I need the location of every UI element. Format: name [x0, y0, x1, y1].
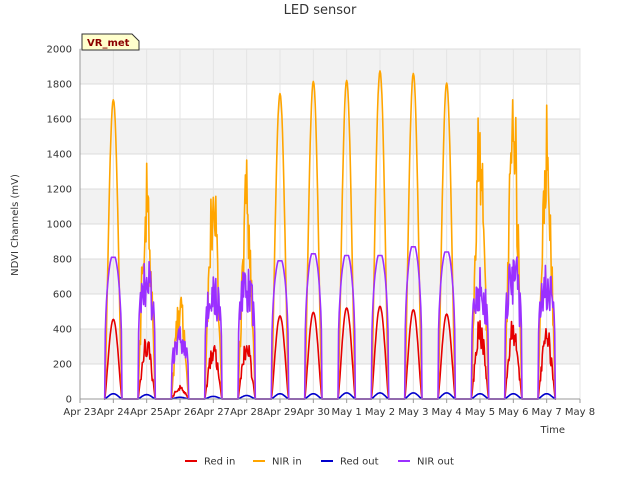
y-tick-label: 2000: [47, 45, 72, 56]
plot-band: [80, 259, 580, 294]
x-tick-label: Apr 29: [263, 407, 296, 418]
x-tick-label: Apr 24: [97, 407, 130, 418]
x-tick-label: May 2: [365, 407, 395, 418]
grid: [79, 48, 581, 400]
x-tick-label: Apr 25: [130, 407, 163, 418]
legend-label-red-in: Red in: [204, 457, 235, 468]
y-tick-label: 0: [66, 395, 72, 406]
x-tick-label: May 1: [332, 407, 362, 418]
x-tick-label: Apr 28: [230, 407, 263, 418]
legend-label-nir-out: NIR out: [417, 457, 454, 468]
x-tick-label: Apr 27: [197, 407, 230, 418]
axes: 0 200 400 600 800 1000 1200 1400 1600 1800 2000 Apr…: [47, 45, 596, 419]
x-tick-label: Apr 30: [297, 407, 330, 418]
x-axis-label: Time: [540, 425, 565, 436]
plot-background: [79, 48, 581, 400]
legend-label-nir-in: NIR in: [272, 457, 302, 468]
y-tick-label: 800: [53, 255, 72, 266]
legend: Red in NIR in Red out NIR out: [185, 457, 454, 468]
x-tick-label: Apr 26: [163, 407, 196, 418]
badge-box: [81, 33, 140, 51]
x-tick-label: May 8: [565, 407, 595, 418]
y-tick-label: 1400: [47, 150, 72, 161]
x-tick-label: May 5: [465, 407, 495, 418]
x-tick-label: May 3: [398, 407, 428, 418]
x-tick-label: Apr 23: [63, 407, 96, 418]
legend-label-red-out: Red out: [340, 457, 379, 468]
y-tick-label: 1000: [47, 220, 72, 231]
x-tick-label: May 7: [532, 407, 562, 418]
chart-title: LED sensor: [284, 3, 357, 18]
y-tick-label: 1200: [47, 185, 72, 196]
site-badge: VR_met: [81, 33, 140, 51]
plot-band: [80, 189, 580, 224]
plot-band: [80, 329, 580, 364]
y-tick-label: 400: [53, 325, 72, 336]
x-tick-label: May 6: [498, 407, 528, 418]
x-tick-label: May 4: [432, 407, 462, 418]
y-tick-label: 200: [53, 360, 72, 371]
plot-band: [80, 119, 580, 154]
badge-label: VR_met: [87, 38, 130, 49]
y-tick-label: 600: [53, 290, 72, 301]
y-tick-label: 1800: [47, 80, 72, 91]
y-tick-label: 1600: [47, 115, 72, 126]
plot-band: [80, 49, 580, 84]
y-axis-label: NDVI Channels (mV): [10, 174, 21, 276]
